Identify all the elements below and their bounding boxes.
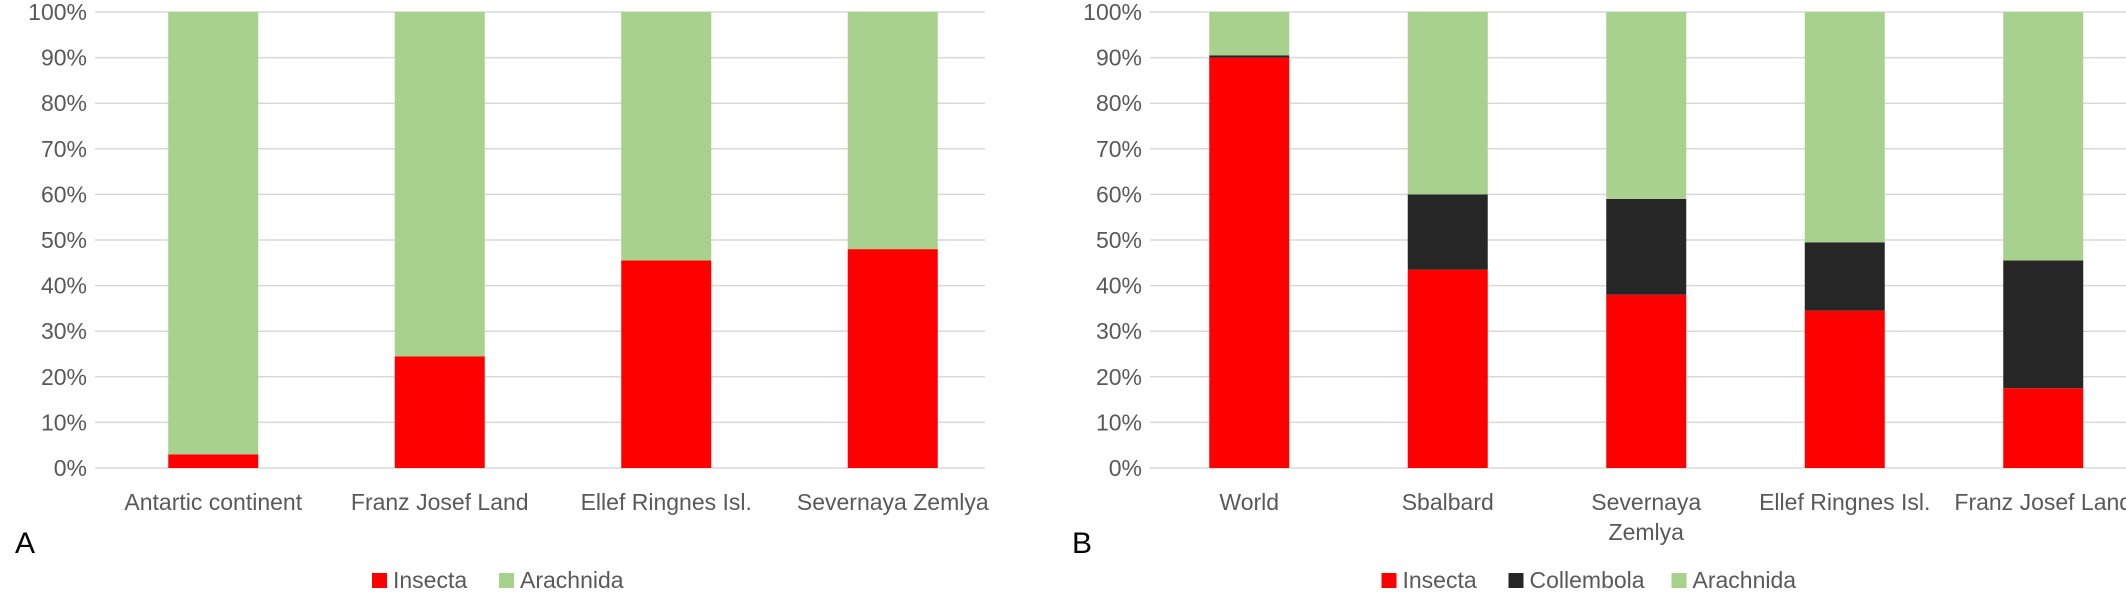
bar-arachnida-severnaya-zemlya — [1606, 12, 1687, 199]
x-tick-label: Sbalbard — [1402, 489, 1494, 515]
y-tick-label: 20% — [41, 364, 87, 390]
y-tick-label: 0% — [54, 455, 87, 481]
legend-swatch-insecta — [372, 573, 387, 588]
bar-insecta-severnaya-zemlya — [1606, 294, 1687, 468]
y-tick-label: 70% — [1096, 136, 1142, 162]
panel-label-a: A — [15, 527, 35, 560]
legend-label-insecta: Insecta — [1403, 567, 1477, 593]
bar-collembola-severnaya-zemlya — [1606, 198, 1687, 295]
y-tick-label: 0% — [1109, 455, 1142, 481]
y-tick-label: 20% — [1096, 364, 1142, 390]
y-tick-label: 100% — [1083, 0, 1142, 25]
bar-collembola-sbalbard — [1407, 194, 1488, 270]
y-tick-label: 90% — [1096, 45, 1142, 71]
bar-insecta-sbalbard — [1407, 269, 1488, 468]
x-tick-label: Severnaya Zemlya — [797, 489, 989, 515]
bar-insecta-antartic-continent — [168, 454, 259, 468]
y-tick-label: 30% — [1096, 318, 1142, 344]
legend-label-arachnida: Arachnida — [1693, 567, 1797, 593]
legend-swatch-arachnida — [1671, 573, 1687, 588]
y-tick-label: 10% — [41, 409, 87, 435]
y-tick-label: 30% — [41, 318, 87, 344]
legend-label-arachnida: Arachnida — [520, 567, 624, 593]
bar-collembola-franz-josef-land — [2003, 260, 2084, 389]
y-tick-label: 60% — [41, 181, 87, 207]
y-tick-label: 100% — [28, 0, 87, 25]
x-tick-label: Antartic continent — [124, 489, 302, 515]
bar-insecta-ellef-ringnes-isl — [621, 260, 712, 468]
bar-insecta-ellef-ringnes-isl — [1804, 310, 1885, 468]
bar-insecta-world — [1209, 57, 1290, 468]
bar-arachnida-ellef-ringnes-isl — [621, 12, 712, 261]
bar-arachnida-world — [1209, 12, 1290, 56]
x-tick-label: Ellef Ringnes Isl. — [581, 489, 752, 515]
legend-swatch-collembola — [1508, 573, 1524, 588]
y-tick-label: 90% — [41, 45, 87, 71]
legend-swatch-arachnida — [499, 573, 514, 588]
x-tick-label: Severnaya — [1591, 489, 1701, 515]
legend: Insecta Arachnida — [372, 567, 624, 593]
y-tick-label: 50% — [1096, 227, 1142, 253]
bar-insecta-severnaya-zemlya — [847, 249, 938, 468]
bar-arachnida-franz-josef-land — [2003, 12, 2084, 261]
bar-insecta-franz-josef-land — [2003, 388, 2084, 468]
y-tick-label: 60% — [1096, 181, 1142, 207]
bar-insecta-franz-josef-land — [394, 356, 485, 468]
bar-collembola-world — [1209, 55, 1290, 58]
legend-swatch-insecta — [1381, 573, 1397, 588]
legend-label-insecta: Insecta — [393, 567, 467, 593]
legend: Insecta Collembola Arachnida — [1381, 567, 1797, 593]
x-tick-label: Franz Josef Land — [1954, 489, 2126, 515]
panel-label-b: B — [1072, 527, 1092, 560]
x-tick-label: Ellef Ringnes Isl. — [1759, 489, 1930, 515]
bar-arachnida-severnaya-zemlya — [847, 12, 938, 250]
x-tick-label: Zemlya — [1609, 519, 1685, 545]
chart-panel-a: 0% 10% 20% 30% 40% 50% 60% 70% 80% 90% 100% Antart… — [15, 0, 989, 593]
y-tick-label: 70% — [41, 136, 87, 162]
y-tick-label: 40% — [1096, 273, 1142, 299]
bar-arachnida-antartic-continent — [168, 12, 259, 455]
y-tick-label: 50% — [41, 227, 87, 253]
bar-arachnida-sbalbard — [1407, 12, 1488, 195]
y-tick-label: 80% — [41, 90, 87, 116]
y-tick-label: 40% — [41, 273, 87, 299]
chart-panel-b: 0% 10% 20% 30% 40% 50% 60% 70% 80% 90% 100% World S… — [1072, 0, 2126, 593]
bar-arachnida-ellef-ringnes-isl — [1804, 12, 1885, 243]
x-tick-label: Franz Josef Land — [351, 489, 529, 515]
y-tick-label: 10% — [1096, 409, 1142, 435]
x-tick-label: World — [1219, 489, 1279, 515]
legend-label-collembola: Collembola — [1530, 567, 1645, 593]
y-tick-label: 80% — [1096, 90, 1142, 116]
bar-collembola-ellef-ringnes-isl — [1804, 242, 1885, 311]
bar-arachnida-franz-josef-land — [394, 12, 485, 357]
